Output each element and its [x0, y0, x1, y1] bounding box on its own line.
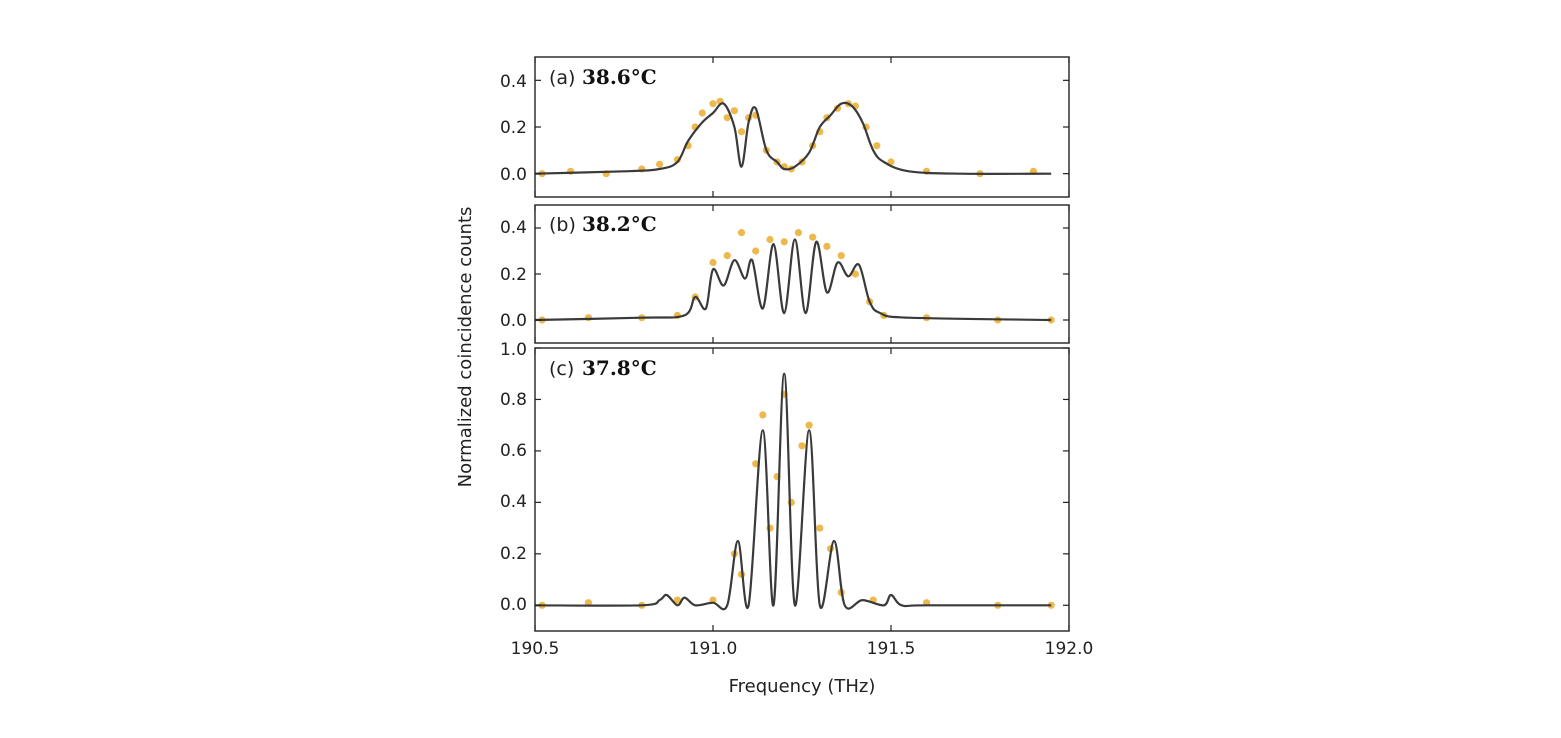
panel-b-fit-line — [534, 238, 1052, 322]
data-point — [698, 109, 706, 117]
data-point — [794, 229, 803, 237]
y-tick-label: 0.0 — [500, 595, 527, 615]
data-point — [851, 270, 860, 278]
panel-b-label: (b) — [549, 214, 576, 236]
y-tick-label: 0.4 — [500, 72, 527, 92]
data-point — [752, 247, 760, 255]
panel-a-temperature: 38.6°C — [582, 65, 657, 89]
y-tick-label: 0.0 — [500, 165, 527, 185]
data-point — [809, 233, 817, 241]
y-tick-label: 0.4 — [500, 218, 527, 238]
y-axis-title: Normalized coincidence counts — [455, 207, 476, 488]
x-tick-label: 191.5 — [867, 639, 916, 659]
data-point — [709, 100, 717, 108]
data-point — [823, 242, 831, 250]
data-point — [584, 314, 593, 322]
y-tick-label: 0.8 — [500, 390, 527, 410]
data-point — [737, 229, 746, 237]
data-point — [816, 524, 824, 532]
data-point — [873, 142, 881, 150]
data-point — [805, 421, 813, 429]
y-tick-label: 1.0 — [500, 340, 527, 360]
panel-c: (c) 37.8°C — [534, 347, 1070, 632]
data-point — [759, 411, 767, 419]
data-point — [723, 114, 731, 122]
panel-c-label: (c) — [549, 358, 574, 380]
data-point — [780, 238, 788, 246]
data-point — [752, 460, 760, 468]
panel-a-points — [538, 97, 1037, 178]
panel-a-fit-line — [534, 101, 1052, 175]
panel-a-label: (a) — [549, 67, 575, 89]
y-tick-label: 0.4 — [500, 492, 527, 512]
panel-c-fit-line — [534, 372, 1052, 611]
x-tick-label: 190.5 — [511, 639, 560, 659]
data-point — [798, 442, 806, 450]
data-point — [730, 107, 739, 115]
panel-c-frame — [534, 347, 1070, 632]
y-tick-label: 0.2 — [500, 265, 527, 285]
y-tick-label: 0.0 — [500, 311, 527, 331]
data-point — [673, 596, 682, 604]
y-tick-label: 0.6 — [500, 441, 527, 461]
data-point — [837, 252, 845, 260]
data-point — [723, 252, 731, 260]
data-point — [656, 160, 664, 168]
data-point — [766, 235, 774, 244]
panel-b-temperature: 38.2°C — [582, 212, 657, 236]
panel-c-temperature: 37.8°C — [582, 356, 657, 380]
panel-b: (b) 38.2°C — [534, 204, 1070, 344]
panel-a: (a) 38.6°C — [534, 56, 1070, 198]
panel-c-points — [538, 390, 1055, 609]
x-tick-label: 191.0 — [689, 639, 738, 659]
y-tick-label: 0.2 — [500, 544, 527, 564]
data-point — [737, 128, 746, 136]
x-axis-title: Frequency (THz) — [729, 676, 876, 697]
data-point — [709, 258, 717, 267]
x-tick-label: 192.0 — [1045, 639, 1094, 659]
y-tick-label: 0.2 — [500, 118, 527, 138]
